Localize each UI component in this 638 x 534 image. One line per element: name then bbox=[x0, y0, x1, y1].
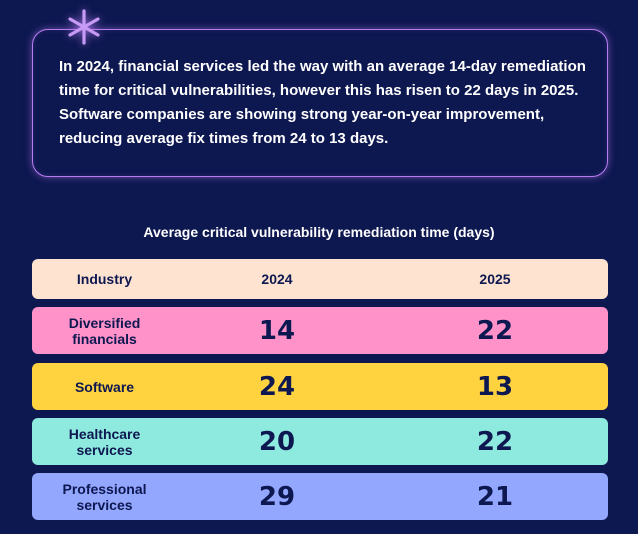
chart-title: Average critical vulnerability remediati… bbox=[143, 224, 495, 240]
industry-label-text: Software bbox=[74, 378, 135, 395]
industry-label: Diversified financials bbox=[32, 307, 177, 354]
industry-label-text: Professional services bbox=[62, 480, 147, 513]
industry-label: Software bbox=[32, 363, 177, 410]
summary-callout: In 2024, financial services led the way … bbox=[32, 29, 608, 177]
table-header-row: Industry 2024 2025 bbox=[32, 259, 608, 299]
table-row: Healthcare services 20 22 bbox=[32, 418, 608, 465]
value-2025: 13 bbox=[476, 371, 514, 402]
value-2024: 20 bbox=[258, 426, 296, 457]
column-header-2024: 2024 bbox=[261, 271, 293, 287]
value-2025: 21 bbox=[476, 481, 514, 512]
value-2024: 29 bbox=[258, 481, 296, 512]
column-header-industry: Industry bbox=[76, 271, 133, 287]
value-2024: 14 bbox=[258, 315, 296, 346]
value-2025: 22 bbox=[476, 426, 514, 457]
summary-text: In 2024, financial services led the way … bbox=[59, 58, 586, 147]
column-header-2025: 2025 bbox=[479, 271, 511, 287]
table-row: Software 24 13 bbox=[32, 363, 608, 410]
table-row: Professional services 29 21 bbox=[32, 473, 608, 520]
industry-label-text: Diversified financials bbox=[68, 314, 141, 347]
value-2025: 22 bbox=[476, 315, 514, 346]
value-2024: 24 bbox=[258, 371, 296, 402]
asterisk-icon bbox=[68, 9, 100, 45]
table-row: Diversified financials 14 22 bbox=[32, 307, 608, 354]
industry-label-text: Healthcare services bbox=[68, 425, 141, 458]
industry-label: Healthcare services bbox=[32, 418, 177, 465]
industry-label: Professional services bbox=[32, 473, 177, 520]
